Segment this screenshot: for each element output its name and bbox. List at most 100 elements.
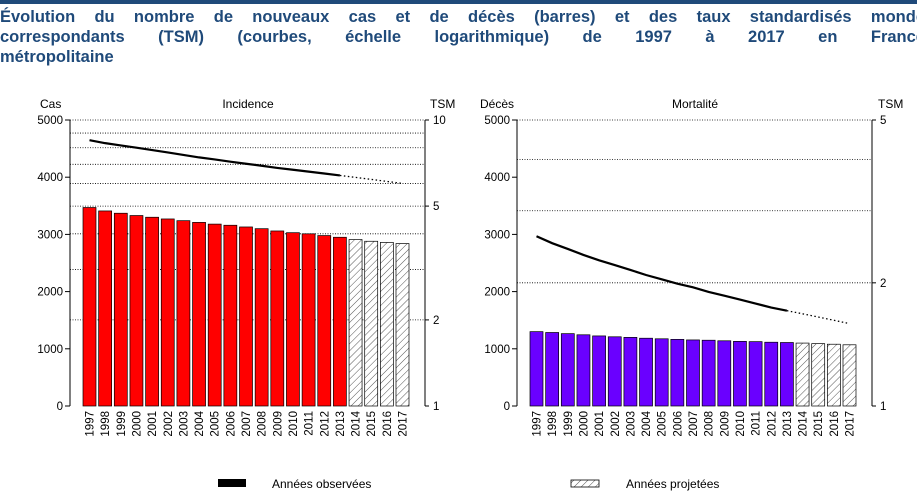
title-line-2: correspondants (TSM) (courbes, échelle l… (0, 28, 917, 46)
incidence-bar-1997 (82, 207, 97, 407)
incidence-bar-2014 (348, 239, 363, 407)
legend: Années observées Années projetées (218, 477, 719, 491)
mortality-y2-tick-label: 1 (880, 401, 886, 413)
incidence-x-tick-label: 1999 (116, 411, 128, 437)
mortality-x-tick-label: 2001 (594, 411, 606, 437)
mortality-bar-1998 (545, 332, 560, 407)
mortality-bar-2000 (576, 334, 591, 407)
mortality-bar-2009 (717, 340, 732, 407)
incidence-x-tick-label: 2002 (163, 411, 175, 437)
mortality-bar-1999 (560, 333, 575, 407)
mortality-y-tick-label: 4000 (484, 172, 510, 184)
mortality-x-tick-label: 2003 (625, 411, 637, 437)
mortality-bar-2003 (623, 337, 638, 407)
incidence-x-tick-label: 2012 (319, 411, 331, 437)
mortality-bar-2007 (686, 339, 700, 407)
incidence-x-tick-label: 2000 (131, 411, 143, 437)
incidence-bar-1999 (113, 212, 128, 407)
mortality-x-tick-label: 2009 (719, 411, 731, 437)
mortality-x-tick-label: 1998 (547, 411, 559, 437)
incidence-y-tick-label: 1000 (37, 344, 63, 356)
mortality-x-tick-label: 2000 (578, 411, 590, 437)
mortality-x-tick-label: 2005 (657, 411, 669, 437)
mortality-bar-2015 (811, 343, 826, 407)
incidence-x-tick-label: 2007 (241, 411, 253, 437)
mortality-x-tick-label: 2014 (798, 410, 810, 436)
incidence-y-tick-label: 0 (57, 401, 63, 413)
incidence-bar-2000 (129, 215, 144, 407)
incidence-x-tick-label: 2016 (382, 411, 394, 437)
incidence-x-tick-label: 2003 (178, 411, 190, 437)
incidence-y-tick-label: 4000 (37, 172, 63, 184)
mortality-bar-2010 (733, 341, 747, 407)
incidence-x-tick-label: 2014 (351, 410, 363, 436)
incidence-x-tick-label: 2006 (225, 411, 237, 437)
incidence-y-tick-label: 2000 (37, 287, 63, 299)
incidence-x-tick-label: 1997 (85, 411, 97, 437)
incidence-chart-title: Incidence (222, 97, 274, 111)
mortality-y-tick-label: 2000 (484, 287, 510, 299)
mortality-y-tick-label: 3000 (484, 229, 510, 241)
mortality-bar-2011 (748, 341, 763, 407)
mortality-bar-2016 (826, 343, 841, 407)
mortality-bar-2004 (639, 337, 653, 407)
mortality-x-tick-label: 2006 (672, 411, 684, 437)
mortality-chart-title: Mortalité (672, 97, 718, 111)
mortality-x-tick-label: 2007 (688, 411, 700, 437)
mortality-x-tick-label: 2015 (813, 411, 825, 437)
mortality-bar-2008 (701, 339, 716, 407)
legend-projected-label: Années projetées (626, 477, 719, 491)
mortality-x-tick-label: 2008 (704, 411, 716, 437)
mortality-y2-tick-label: 5 (880, 115, 886, 127)
mortality-tsm-observed-line (536, 235, 788, 312)
incidence-bar-2016 (380, 242, 394, 407)
incidence-bar-2012 (317, 235, 332, 407)
incidence-x-tick-label: 2010 (288, 411, 300, 437)
mortality-y-tick-label: 5000 (484, 115, 510, 127)
incidence-chart: Incidence Cas TSM 0 1000 2000 3000 4000 5000 1 2 5 1… (37, 97, 455, 437)
incidence-bar-1998 (98, 210, 113, 407)
incidence-y-tick-label: 3000 (37, 229, 63, 241)
incidence-tsm-observed-line (89, 139, 341, 177)
legend-observed-swatch (218, 479, 246, 487)
mortality-x-tick-label: 1999 (563, 411, 575, 437)
mortality-tsm-projected-line (786, 310, 850, 325)
mortality-y2-tick-label: 2 (880, 278, 886, 290)
incidence-bar-2001 (145, 216, 159, 407)
page-title: Évolution du nombre de nouveaux cas et d… (0, 7, 917, 67)
title-line-3: métropolitaine (0, 48, 114, 66)
incidence-y2-tick-label: 5 (433, 201, 439, 213)
incidence-x-tick-label: 2009 (272, 411, 284, 437)
mortality-x-tick-label: 2013 (782, 411, 794, 437)
mortality-x-tick-label: 2016 (829, 411, 841, 437)
mortality-bar-2013 (780, 342, 794, 407)
incidence-x-tick-label: 2008 (257, 411, 269, 437)
title-line-1: Évolution du nombre de nouveaux cas et d… (0, 8, 917, 26)
mortality-bar-2005 (654, 338, 669, 407)
incidence-bar-2017 (395, 243, 410, 407)
legend-projected-swatch (570, 479, 600, 488)
top-rule (0, 0, 917, 4)
mortality-bar-2017 (842, 344, 857, 407)
incidence-bar-2015 (364, 240, 379, 407)
mortality-x-tick-label: 1997 (532, 411, 544, 437)
incidence-bar-2009 (270, 230, 285, 407)
incidence-y2-tick-label: 10 (433, 115, 446, 127)
incidence-bar-2008 (254, 228, 269, 407)
mortality-y2-axis-label: TSM (878, 97, 903, 111)
incidence-y2-tick-label: 1 (433, 401, 439, 413)
incidence-y2-axis-label: TSM (430, 97, 455, 111)
incidence-tsm-projected-line (339, 174, 403, 185)
mortality-chart: Mortalité Décès TSM 0 1000 2000 3000 4000 5000 1 2… (480, 97, 903, 437)
incidence-bar-2005 (207, 223, 222, 407)
legend-observed-label: Années observées (272, 477, 371, 491)
mortality-y-axis-label: Décès (480, 97, 514, 111)
incidence-x-tick-label: 2011 (304, 411, 316, 436)
mortality-y-tick-label: 0 (504, 401, 510, 413)
mortality-bar-1997 (529, 331, 544, 407)
incidence-x-tick-label: 2005 (210, 411, 222, 437)
mortality-bar-2001 (592, 335, 606, 407)
incidence-x-tick-label: 2017 (398, 411, 410, 437)
incidence-bar-2013 (333, 236, 347, 407)
incidence-y-axis-label: Cas (40, 97, 61, 111)
